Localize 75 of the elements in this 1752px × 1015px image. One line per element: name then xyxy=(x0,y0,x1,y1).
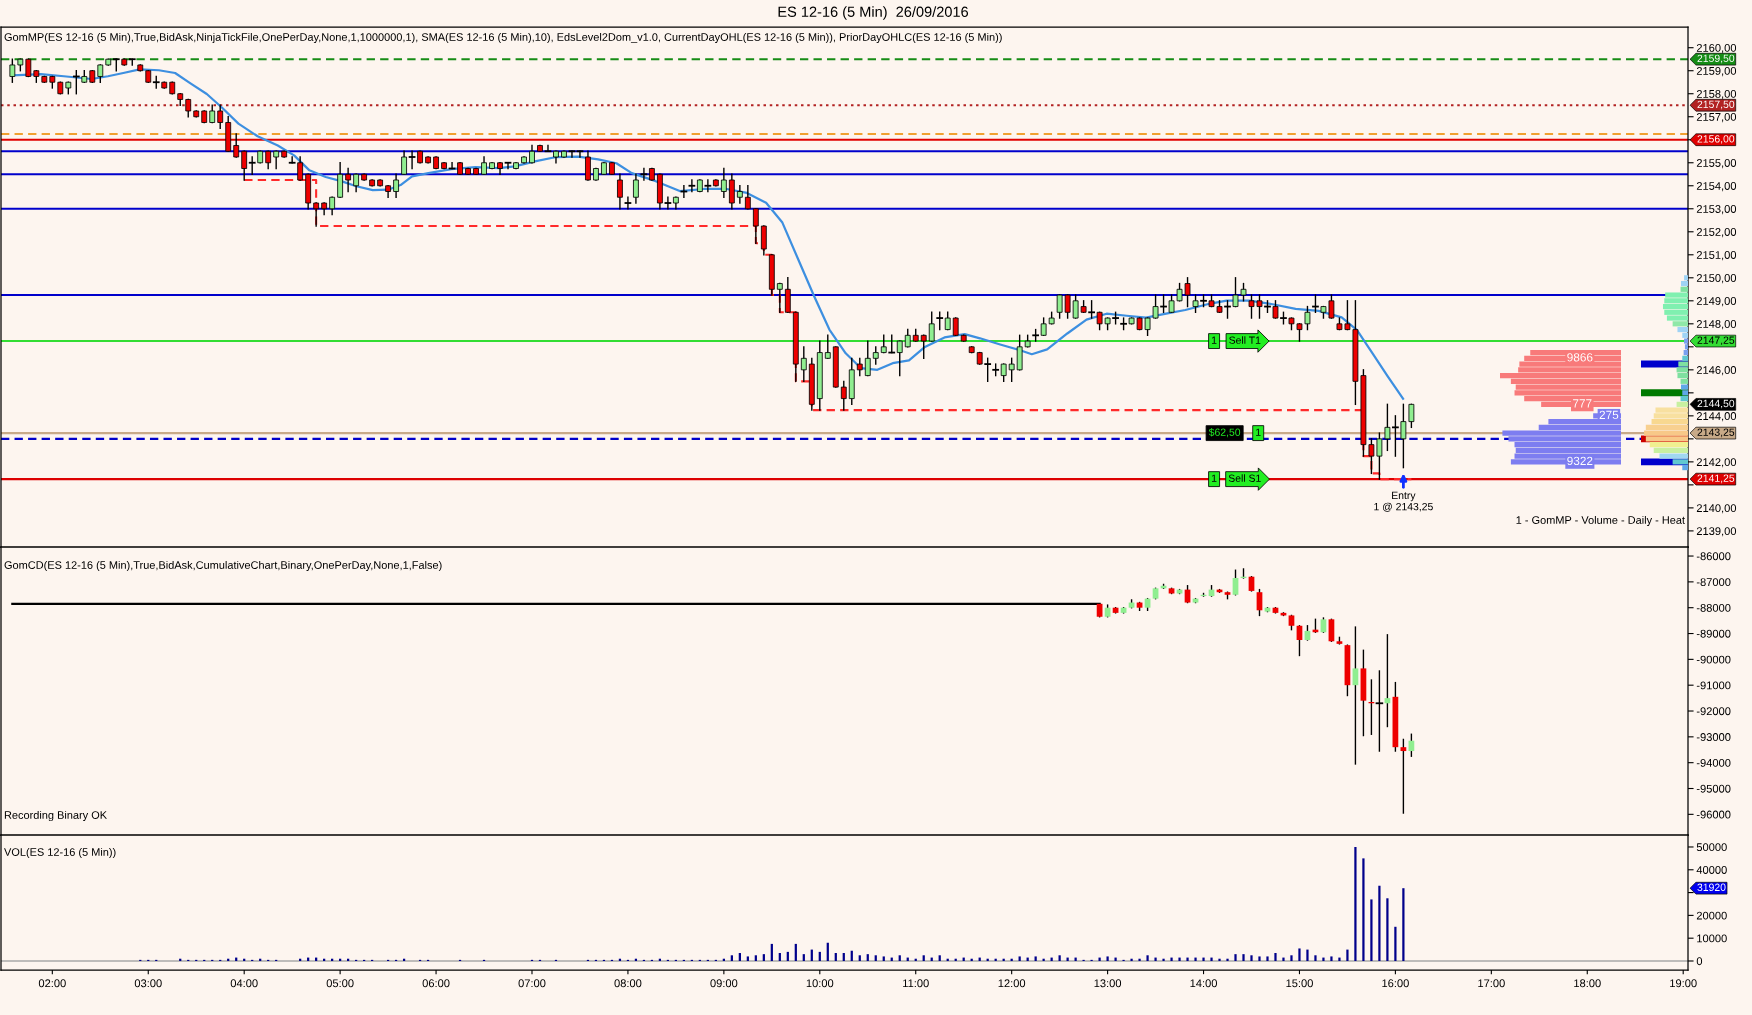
x-tick-label: 17:00 xyxy=(1478,979,1505,988)
text: 31920 xyxy=(1697,883,1726,891)
y-tick-label: 2153,00 xyxy=(1696,205,1737,215)
x-tick-label: 10:00 xyxy=(806,979,834,988)
annotation: VOL(ES 12-16 (5 Min)) xyxy=(4,847,116,859)
annotation: 1 xyxy=(1211,474,1217,482)
annotation: Sell S1 xyxy=(1228,474,1261,482)
y-tick-label: 2150,00 xyxy=(1696,274,1737,284)
y-tick-label: 2158,00 xyxy=(1696,89,1737,100)
ref-line-label: 2159,50 xyxy=(1697,54,1735,64)
annotation: Recording Binary OK xyxy=(4,810,107,822)
y-tick-label: 0 xyxy=(1696,957,1703,966)
annotation: 777 xyxy=(1573,399,1592,408)
y-tick-label: 2160,00 xyxy=(1696,43,1737,54)
y-tick-label: 2154,00 xyxy=(1696,182,1737,192)
y-tick-label: -91000 xyxy=(1696,681,1731,690)
y-tick-label: 2144,00 xyxy=(1696,412,1737,422)
annotation: 1 xyxy=(1256,428,1261,436)
y-tick-label: 2159,00 xyxy=(1696,66,1737,77)
y-tick-label: 2152,00 xyxy=(1696,228,1737,238)
x-tick-label: 05:00 xyxy=(326,979,354,988)
y-tick-label: 2157,00 xyxy=(1696,113,1737,123)
ref-line-label: 2147,25 xyxy=(1697,336,1735,346)
y-tick-label: 2148,00 xyxy=(1696,320,1737,330)
y-tick-label: 2139,00 xyxy=(1696,527,1737,537)
y-tick-label: 20000 xyxy=(1696,911,1727,920)
y-tick-label: -90000 xyxy=(1696,655,1731,664)
x-tick-label: 19:00 xyxy=(1670,979,1697,988)
annotation: GomMP(ES 12-16 (5 Min),True,BidAsk,NinjaTickFile,OnePerDay,None,1,1000000,1), SMA(ES 12-16 (5 Min),10), EdsLevel2Dom_v1.0, CurrentDayOHL(ES 12-16 (5 Min)), PriorDayOHLC(ES 12-16 (5 Min)) xyxy=(4,32,1002,44)
y-tick-label: 50000 xyxy=(1696,843,1727,852)
annotation: 9322 xyxy=(1567,456,1593,466)
annotation: 1 xyxy=(1211,336,1217,344)
ref-line-label: 2141,25 xyxy=(1697,474,1735,484)
x-tick-label: 06:00 xyxy=(422,979,450,988)
y-tick-label: -96000 xyxy=(1696,810,1731,819)
y-tick-label: -95000 xyxy=(1696,784,1731,793)
x-tick-label: 07:00 xyxy=(518,979,546,988)
x-tick-label: 15:00 xyxy=(1286,979,1313,988)
annotation: 9866 xyxy=(1567,353,1593,362)
x-tick-label: 18:00 xyxy=(1574,979,1601,988)
x-tick-label: 11:00 xyxy=(903,979,929,988)
y-tick-label: 40000 xyxy=(1696,866,1727,874)
y-tick-label: -89000 xyxy=(1696,629,1731,638)
annotation: 1 - GomMP - Volume - Daily - Heat xyxy=(1516,515,1685,527)
ref-line-label: 2143,25 xyxy=(1697,428,1735,438)
y-tick-label: 2140,00 xyxy=(1696,504,1737,514)
x-tick-label: 04:00 xyxy=(230,979,258,988)
x-tick-label: 16:00 xyxy=(1382,979,1409,988)
x-tick-label: 13:00 xyxy=(1094,979,1122,988)
annotation: GomCD(ES 12-16 (5 Min),True,BidAsk,CumulativeChart,Binary,OnePerDay,None,1,False) xyxy=(4,560,442,572)
y-tick-label: 2151,00 xyxy=(1696,251,1737,261)
y-tick-label: 2146,00 xyxy=(1696,366,1737,376)
x-tick-label: 02:00 xyxy=(38,979,66,988)
y-tick-label: 2142,00 xyxy=(1696,458,1737,468)
x-tick-label: 12:00 xyxy=(998,979,1026,988)
text: 2144,50 xyxy=(1697,399,1735,409)
y-tick-label: 10000 xyxy=(1697,934,1727,943)
ref-line-label: 2157,50 xyxy=(1697,100,1735,110)
y-tick-label: -87000 xyxy=(1696,578,1731,587)
y-tick-label: -92000 xyxy=(1696,707,1731,716)
chart-title: ES 12-16 (5 Min) 26/09/2016 xyxy=(778,6,969,20)
y-tick-label: -86000 xyxy=(1696,552,1731,561)
x-tick-label: 09:00 xyxy=(710,979,738,988)
y-tick-label: -93000 xyxy=(1696,733,1731,741)
x-tick-label: 03:00 xyxy=(134,979,162,988)
x-tick-label: 08:00 xyxy=(614,979,642,988)
ref-line-label: 2156,00 xyxy=(1697,135,1735,144)
y-tick-label: -94000 xyxy=(1696,758,1731,767)
x-tick-label: 14:00 xyxy=(1190,979,1217,988)
y-tick-label: 2149,00 xyxy=(1696,297,1737,307)
annotation: Entry 1 @ 2143,25 xyxy=(1374,491,1433,512)
annotation: $62,50 xyxy=(1208,428,1241,438)
annotation: Sell T1 xyxy=(1229,336,1261,344)
y-tick-label: -88000 xyxy=(1696,603,1731,612)
y-tick-label: 2155,00 xyxy=(1696,159,1737,169)
